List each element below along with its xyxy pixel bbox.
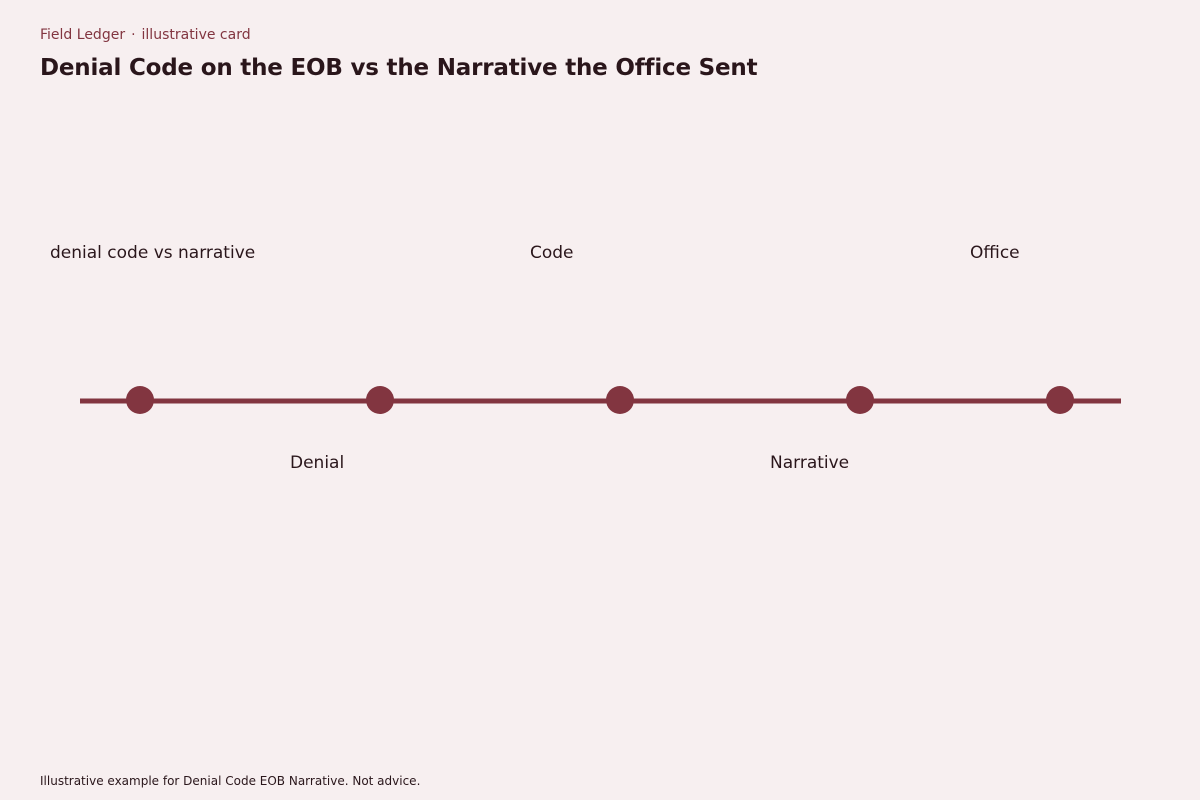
label-top-right: Office <box>970 243 1020 263</box>
kicker-type: illustrative card <box>141 27 251 43</box>
timeline-node-2 <box>366 386 394 414</box>
label-top-left: denial code vs narrative <box>50 243 256 263</box>
kicker: Field Ledger · illustrative card <box>40 27 251 43</box>
timeline-node-1 <box>126 386 154 414</box>
page-title: Denial Code on the EOB vs the Narrative … <box>40 55 758 81</box>
label-bottom-left: Denial <box>290 453 345 473</box>
timeline-node-5 <box>1046 386 1074 414</box>
timeline-node-4 <box>846 386 874 414</box>
label-top-middle: Code <box>530 243 574 263</box>
timeline-node-3 <box>606 386 634 414</box>
kicker-brand: Field Ledger <box>40 27 126 43</box>
kicker-separator: · <box>131 27 136 43</box>
label-bottom-right: Narrative <box>770 453 850 473</box>
footer-note: Illustrative example for Denial Code EOB… <box>40 774 421 788</box>
